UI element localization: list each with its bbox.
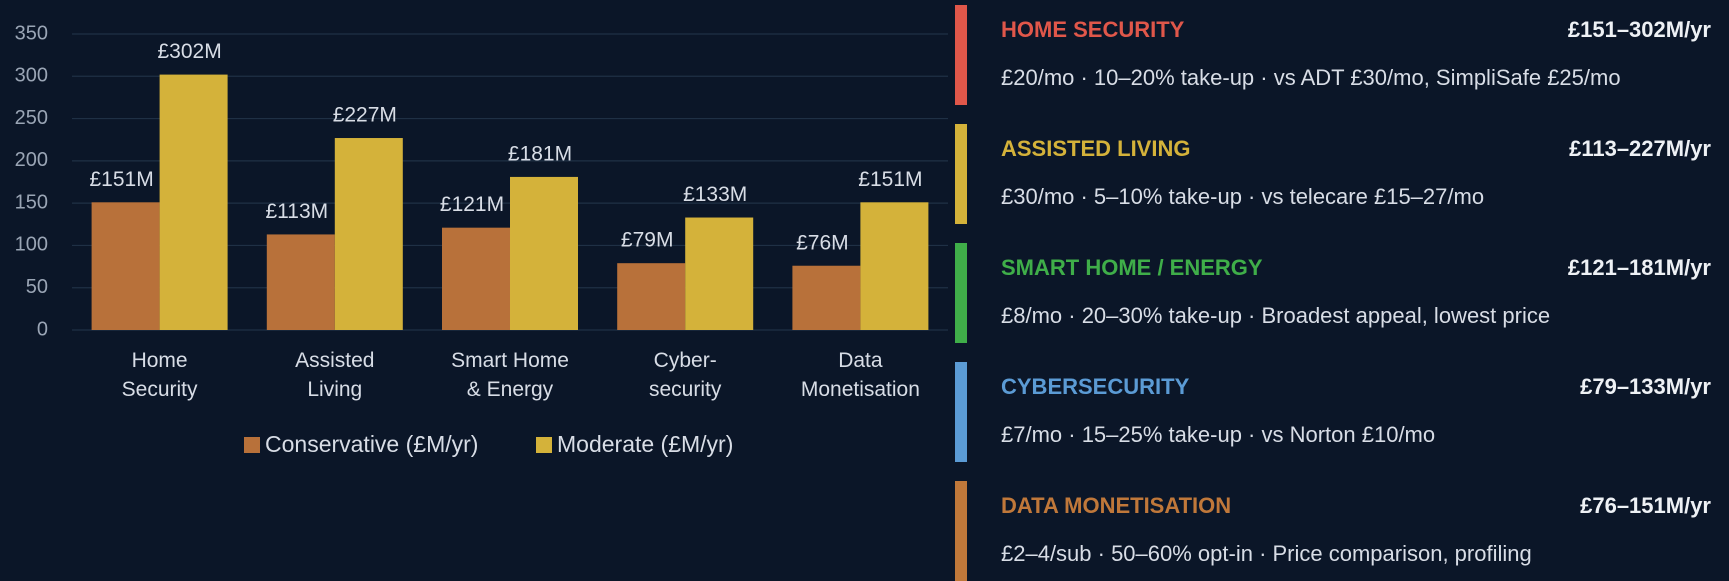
bar <box>442 227 510 330</box>
panel-title: ASSISTED LIVING <box>1001 136 1191 161</box>
panel-range: £113–227M/yr <box>1569 136 1711 161</box>
legend-label: Conservative (£M/yr) <box>265 431 478 457</box>
x-tick-label: Data Monetisation <box>800 349 920 401</box>
bar <box>510 176 578 330</box>
chart: 0 50 100 150 200 250 300 350 £151M £302M £113M £227… <box>15 22 948 457</box>
y-tick-label: 300 <box>15 65 48 87</box>
value-label: £121M <box>440 193 504 216</box>
value-label: £133M <box>683 183 747 206</box>
value-label: £76M <box>796 231 849 254</box>
panel-description: £2–4/sub · 50–60% opt-in · Price compari… <box>1001 541 1532 566</box>
panel-title: DATA MONETISATION <box>1001 493 1232 518</box>
panel-color-bar <box>955 243 967 343</box>
bar <box>685 217 754 330</box>
panel-description: £20/mo · 10–20% take-up · vs ADT £30/mo,… <box>1001 65 1621 90</box>
panel-range: £76–151M/yr <box>1580 493 1711 518</box>
panel-range: £121–181M/yr <box>1567 255 1711 280</box>
panel-description: £7/mo · 15–25% take-up · vs Norton £10/m… <box>1001 422 1436 447</box>
panel-range: £151–302M/yr <box>1567 17 1711 42</box>
bar <box>617 263 686 330</box>
panel-color-bar <box>955 5 967 105</box>
panel-title: CYBERSECURITY <box>1001 374 1190 399</box>
bar <box>792 265 861 330</box>
bar <box>91 202 160 330</box>
value-label: £181M <box>508 142 572 165</box>
x-tick-label: Assisted Living <box>295 349 375 401</box>
y-tick-label: 200 <box>15 149 48 171</box>
panel-description: £30/mo · 5–10% take-up · vs telecare £15… <box>1001 184 1485 209</box>
value-label: £79M <box>621 229 674 252</box>
panel-color-bar <box>955 481 967 581</box>
value-label: £302M <box>157 40 221 63</box>
value-label: £151M <box>89 168 153 191</box>
bar <box>266 234 335 330</box>
value-label: £113M <box>265 200 328 223</box>
y-tick-label: 350 <box>15 22 48 44</box>
y-tick-label: 250 <box>15 107 48 129</box>
y-tick-label: 150 <box>15 191 48 213</box>
segment-panel: HOME SECURITY £151–302M/yr £20/mo · 10–20%… <box>955 5 1715 105</box>
panel-range: £79–133M/yr <box>1580 374 1711 399</box>
segment-panel: CYBERSECURITY £79–133M/yr £7/mo · 15–25% t… <box>955 362 1715 462</box>
value-label: £151M <box>858 168 922 191</box>
segment-panel: SMART HOME / ENERGY £121–181M/yr £8/mo · 2… <box>955 243 1715 343</box>
bar <box>860 202 929 330</box>
legend-label: Moderate (£M/yr) <box>557 431 733 457</box>
legend-swatch <box>536 437 552 453</box>
value-label: £227M <box>333 104 397 127</box>
panel-title: SMART HOME / ENERGY <box>1001 255 1263 280</box>
panel-color-bar <box>955 362 967 462</box>
panel-description: £8/mo · 20–30% take-up · Broadest appeal… <box>1001 303 1551 328</box>
segment-panel: ASSISTED LIVING £113–227M/yr £30/mo · 5–10… <box>955 124 1715 224</box>
x-tick-label: Home Security <box>121 349 198 401</box>
bar <box>159 74 228 330</box>
y-tick-label: 0 <box>37 318 48 340</box>
panel-title: HOME SECURITY <box>1001 17 1185 42</box>
legend-swatch <box>244 437 260 453</box>
panel-color-bar <box>955 124 967 224</box>
segment-panel: DATA MONETISATION £76–151M/yr £2–4/sub · 5… <box>955 481 1715 581</box>
x-tick-label: Cyber- security <box>649 349 722 401</box>
y-tick-label: 100 <box>15 234 48 256</box>
bar <box>334 138 403 330</box>
y-tick-label: 50 <box>26 276 48 298</box>
x-tick-label: Smart Home & Energy <box>451 349 569 401</box>
